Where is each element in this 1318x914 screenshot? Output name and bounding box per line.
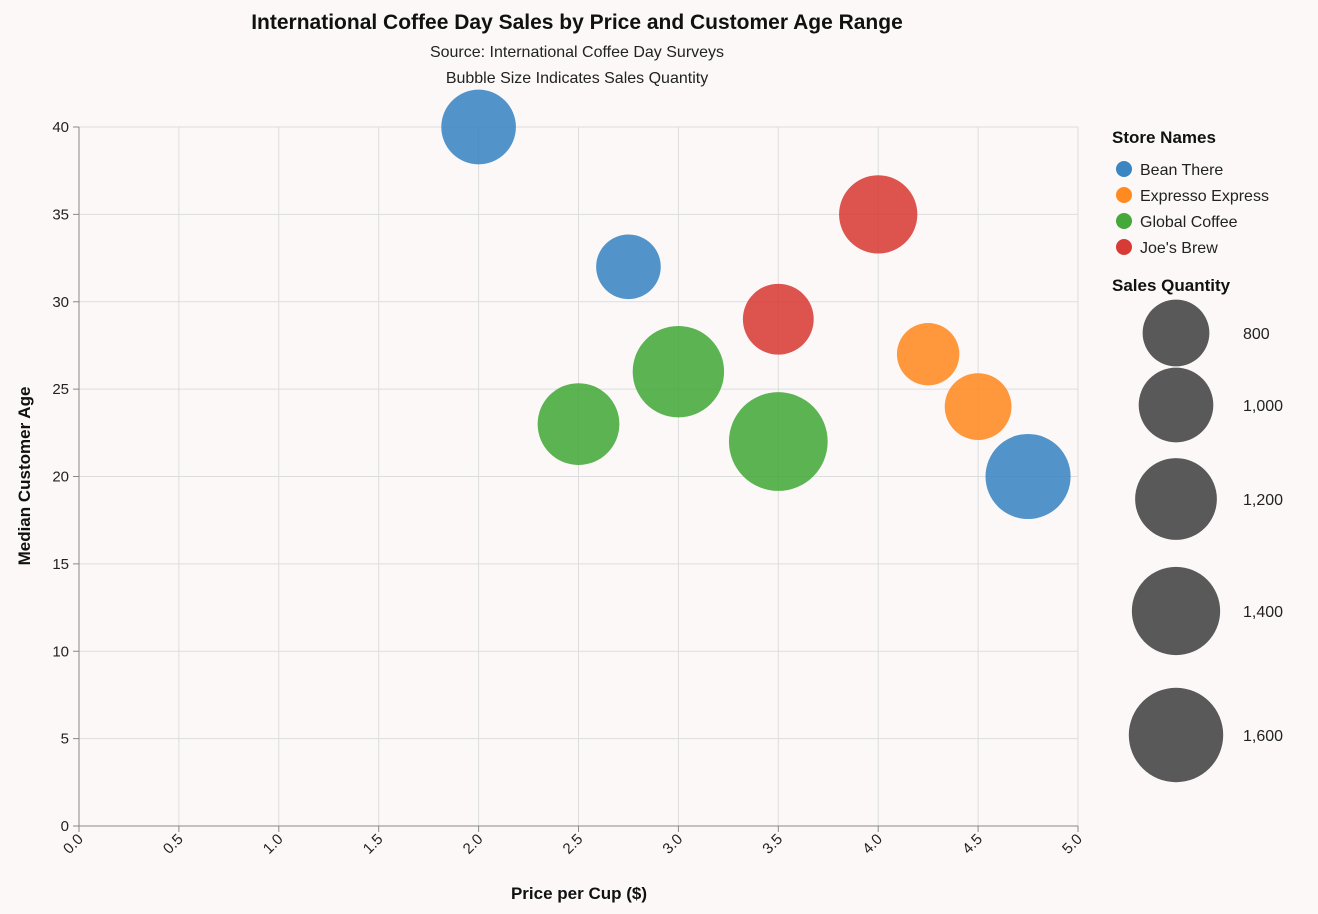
axes: 0.0 0.5 1.0 1.5 2.0 2.5 3.0 3.5 4.0 4.5 5.00510152… (52, 119, 1086, 858)
x-tick-label: 3.0 (659, 831, 686, 858)
bubble-point (441, 89, 516, 165)
legend-size-label: 1,200 (1243, 492, 1283, 509)
x-tick-label: 4.5 (959, 831, 986, 858)
legend-color-label: Expresso Express (1140, 188, 1269, 205)
y-tick-label: 25 (52, 381, 69, 398)
y-axis-title: Median Customer Age (15, 387, 34, 566)
legend-size-swatch (1138, 367, 1214, 443)
x-axis-title: Price per Cup ($) (511, 884, 647, 903)
x-tick-label: 2.5 (560, 831, 587, 858)
bubble-point (742, 283, 814, 355)
legend-size-label: 1,000 (1243, 398, 1283, 415)
y-tick-label: 5 (61, 731, 69, 748)
chart-subtitle-size-note: Bubble Size Indicates Sales Quantity (446, 70, 708, 87)
x-tick-label: 2.0 (460, 831, 487, 858)
y-tick-label: 40 (52, 119, 69, 136)
legend-color-title: Store Names (1112, 128, 1216, 147)
legend-size-label: 1,600 (1243, 728, 1283, 745)
legend-color-label: Global Coffee (1140, 214, 1238, 231)
bubble-point (944, 373, 1012, 440)
chart-subtitle-source: Source: International Coffee Day Surveys (430, 44, 724, 61)
bubbles (441, 89, 1071, 520)
legend-size-swatch (1142, 299, 1210, 367)
bubble-point (896, 322, 960, 386)
legend-color-label: Bean There (1140, 162, 1223, 179)
chart-title: International Coffee Day Sales by Price … (251, 11, 903, 34)
bubble-point (632, 325, 725, 418)
legend-size-label: 800 (1243, 326, 1270, 343)
y-tick-label: 15 (52, 556, 69, 573)
legend: Store Names Bean There Expresso Express Gl… (1112, 128, 1283, 783)
x-tick-label: 5.0 (1059, 831, 1086, 858)
legend-size-swatch (1128, 687, 1224, 783)
legend-size-swatch (1135, 458, 1217, 540)
bubble-point (985, 433, 1071, 520)
x-tick-label: 1.5 (360, 831, 387, 858)
legend-size-label: 1,400 (1243, 604, 1283, 621)
y-tick-label: 20 (52, 469, 69, 486)
legend-color-swatch (1116, 161, 1132, 177)
legend-color-swatch (1116, 213, 1132, 229)
bubble-point (596, 234, 661, 300)
y-tick-label: 10 (52, 643, 69, 660)
bubble-point (537, 383, 620, 465)
y-tick-label: 30 (52, 294, 69, 311)
x-tick-label: 1.0 (260, 831, 287, 858)
legend-color-swatch (1116, 187, 1132, 203)
legend-size-title: Sales Quantity (1112, 276, 1231, 295)
y-tick-label: 0 (61, 818, 69, 835)
grid-lines (78, 126, 1079, 827)
bubble-point (839, 175, 918, 254)
legend-size-swatch (1131, 566, 1221, 656)
x-tick-label: 4.0 (859, 831, 886, 858)
legend-color-swatch (1116, 239, 1132, 255)
y-tick-label: 35 (52, 206, 69, 223)
legend-color-label: Joe's Brew (1140, 240, 1218, 257)
bubble-point (728, 392, 828, 491)
x-tick-label: 0.5 (160, 831, 187, 858)
x-tick-label: 3.5 (759, 831, 786, 858)
